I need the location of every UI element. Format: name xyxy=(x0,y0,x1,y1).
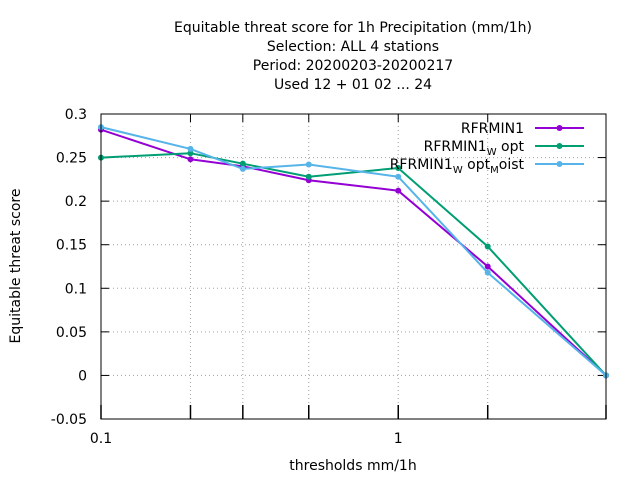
title-line-2: Selection: ALL 4 stations xyxy=(267,39,439,55)
x-tick-label: 0.1 xyxy=(90,431,112,447)
series-line-1 xyxy=(100,128,607,377)
title-line-3: Period: 20200203-20200217 xyxy=(253,58,453,74)
series-line-2 xyxy=(100,152,607,377)
grid xyxy=(100,113,607,420)
y-tick-label: 0.05 xyxy=(56,325,87,341)
x-tick-label: 1 xyxy=(394,431,403,447)
y-tick-label: 0.15 xyxy=(56,238,87,254)
data-point xyxy=(484,243,491,250)
x-tick-labels: 0.1 1 xyxy=(90,431,403,447)
legend-label-1: RFRMIN1 xyxy=(461,121,524,137)
chart-title: Equitable threat score for 1h Precipitat… xyxy=(174,20,532,93)
data-point xyxy=(395,187,402,194)
data-point xyxy=(484,263,491,270)
y-tick-label: 0.2 xyxy=(65,194,87,210)
data-point xyxy=(239,165,246,172)
axis-ticks xyxy=(100,113,607,420)
series xyxy=(98,124,609,379)
y-tick-label: 0 xyxy=(78,368,87,384)
data-point xyxy=(305,173,312,180)
y-tick-labels: -0.05 0 0.05 0.1 0.15 0.2 0.25 0.3 xyxy=(51,107,87,428)
x-axis-label: thresholds mm/1h xyxy=(289,458,416,474)
data-point xyxy=(239,160,246,167)
data-point xyxy=(187,145,194,152)
y-tick-label: 0.1 xyxy=(65,281,87,297)
data-point xyxy=(187,156,194,163)
plot-frame xyxy=(100,113,607,420)
legend-label-2: RFRMIN1W opt xyxy=(424,139,525,158)
data-point xyxy=(395,173,402,180)
y-tick-label: 0.3 xyxy=(65,107,87,123)
data-point xyxy=(187,150,194,157)
y-axis-label: Equitable threat score xyxy=(8,189,24,344)
y-tick-label: -0.05 xyxy=(51,412,87,428)
legend-marker-2 xyxy=(556,143,563,149)
legend-marker-1 xyxy=(556,125,563,131)
series-line-3 xyxy=(100,126,607,377)
title-line-1: Equitable threat score for 1h Precipitat… xyxy=(174,20,532,36)
data-point xyxy=(484,269,491,276)
legend-label-3: RFRMIN1W optMoist xyxy=(390,157,525,176)
y-tick-label: 0.25 xyxy=(56,151,87,167)
data-point xyxy=(305,161,312,168)
legend-marker-3 xyxy=(556,161,563,167)
title-line-4: Used 12 + 01 02 ... 24 xyxy=(274,77,432,93)
data-point xyxy=(395,165,402,172)
